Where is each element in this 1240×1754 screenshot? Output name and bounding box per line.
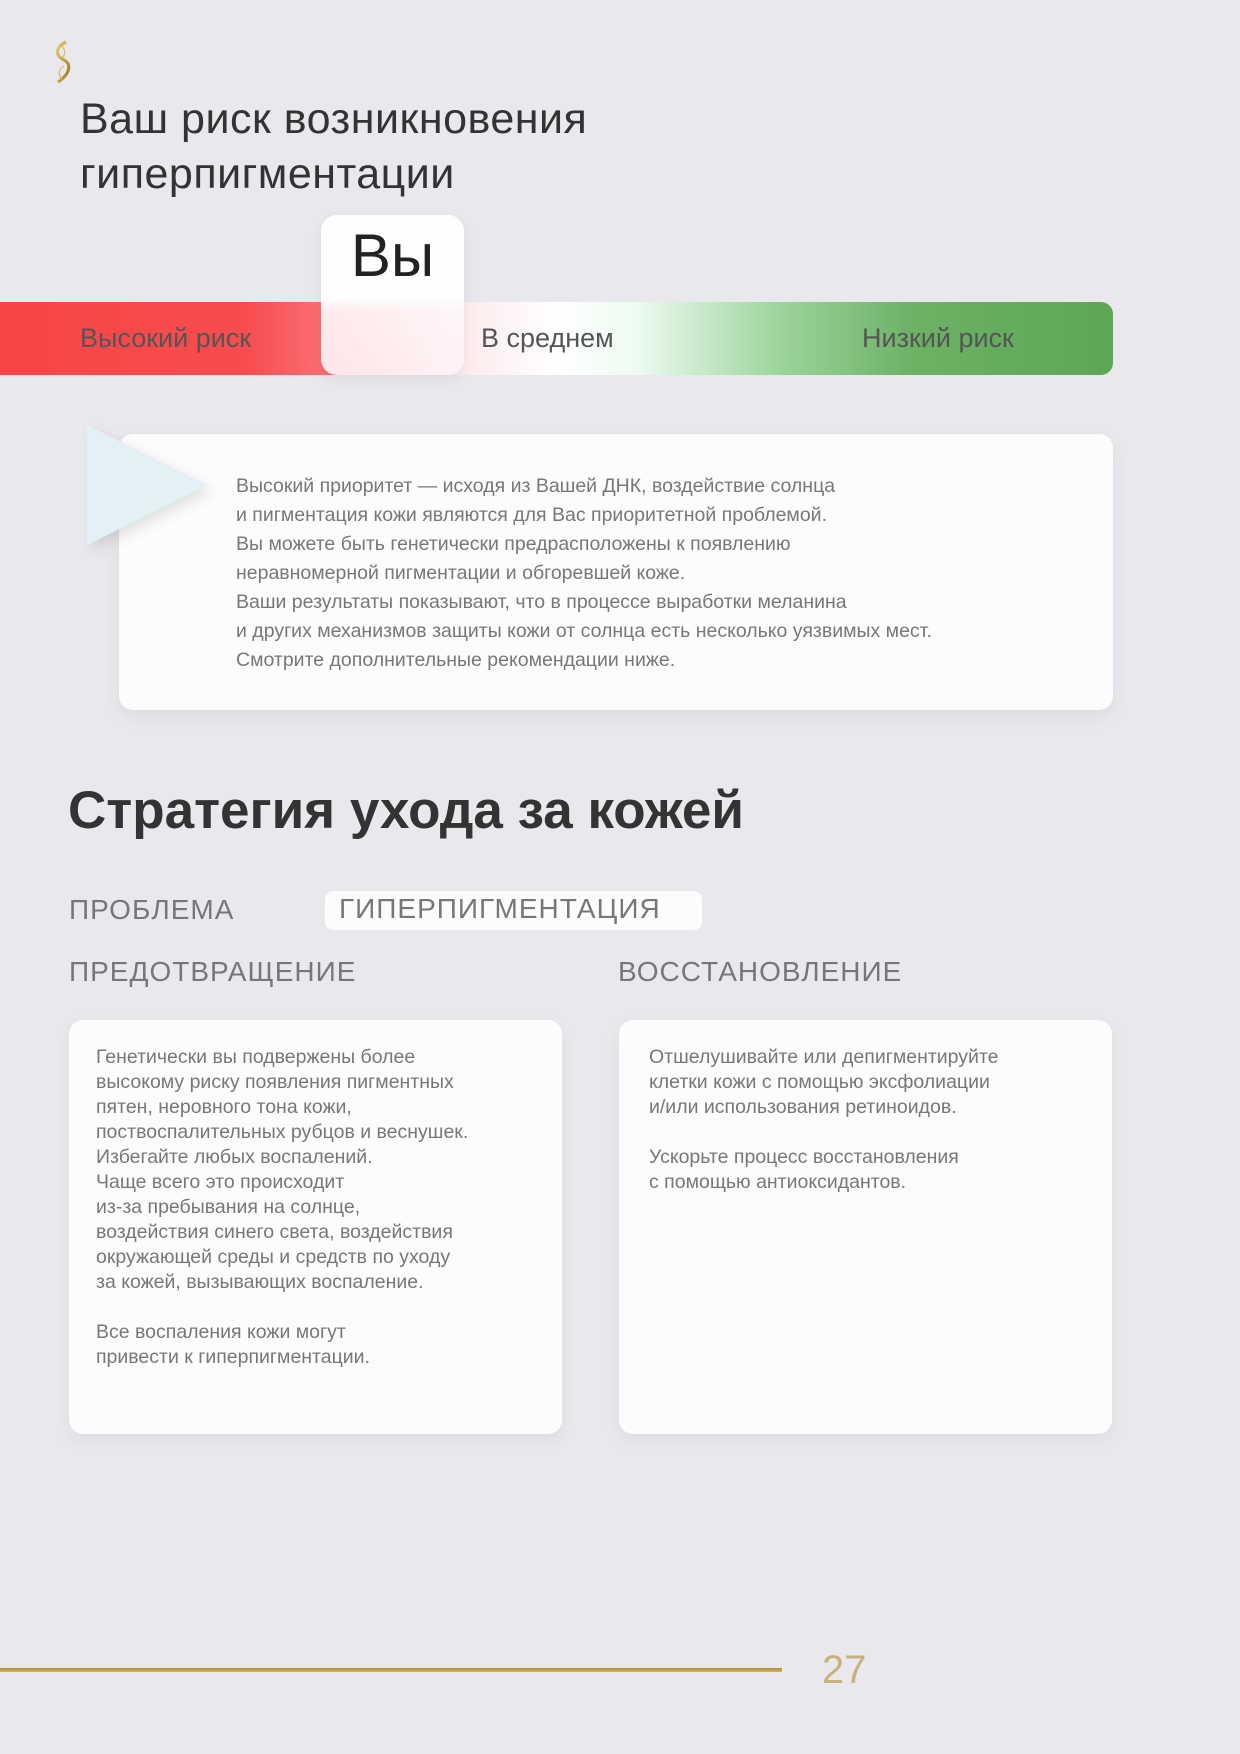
recovery-text: Отшелушивайте или депигментируйте клетки… <box>649 1045 999 1195</box>
you-marker: Вы <box>321 215 464 375</box>
info-line: Высокий приоритет — исходя из Вашей ДНК,… <box>236 475 836 497</box>
info-card-text: Высокий приоритет — исходя из Вашей ДНК,… <box>236 472 932 675</box>
info-card <box>119 434 1113 710</box>
info-line: Смотрите дополнительные рекомендации ниж… <box>236 649 676 671</box>
recovery-line <box>649 1120 999 1145</box>
recovery-line: с помощью антиоксидантов. <box>649 1171 907 1193</box>
prevention-line: высокому риску появления пигментных <box>96 1071 454 1093</box>
prevention-line: Генетически вы подвержены более <box>96 1046 416 1068</box>
title-line: Ваш риск возникновения <box>80 95 588 143</box>
recovery-line: Ускорьте процесс восстановления <box>649 1146 959 1168</box>
triangle-pointer-icon <box>87 425 207 545</box>
prevention-line: из-за пребывания на солнце, <box>96 1196 361 1218</box>
problem-value: ГИПЕРПИГМЕНТАЦИЯ <box>339 893 661 924</box>
prevention-line: окружающей среды и средств по уходу <box>96 1246 451 1268</box>
recovery-line: и/или использования ретиноидов. <box>649 1096 957 1118</box>
risk-label-low: Низкий риск <box>862 323 1014 353</box>
dna-logo-icon <box>56 40 71 84</box>
prevention-line: поствоспалительных рубцов и веснушек. <box>96 1121 469 1143</box>
prevention-line: пятен, неровного тона кожи, <box>96 1096 352 1118</box>
info-line: и других механизмов защиты кожи от солнц… <box>236 620 932 642</box>
footer-divider <box>0 1668 782 1672</box>
info-line: Ваши результаты показывают, что в процес… <box>236 591 847 613</box>
you-marker-label: Вы <box>350 222 435 289</box>
prevention-line <box>96 1295 468 1320</box>
prevention-text: Генетически вы подвержены более высокому… <box>96 1045 468 1370</box>
prevention-line: Все воспаления кожи могут <box>96 1321 346 1343</box>
risk-label-high: Высокий риск <box>80 323 252 353</box>
recovery-line: Отшелушивайте или депигментируйте <box>649 1046 999 1068</box>
strategy-heading: Стратегия ухода за кожей <box>68 781 744 840</box>
recovery-card: Отшелушивайте или депигментируйте клетки… <box>619 1020 1112 1434</box>
page-title: Ваш риск возникновения гиперпигментации <box>80 92 587 202</box>
title-line: гиперпигментации <box>80 150 455 198</box>
info-line: неравномерной пигментации и обгоревшей к… <box>236 562 686 584</box>
prevention-card: Генетически вы подвержены более высокому… <box>69 1020 562 1434</box>
info-line: Вы можете быть генетически предрасположе… <box>236 533 791 555</box>
recovery-heading: ВОССТАНОВЛЕНИЕ <box>618 956 903 987</box>
info-line: и пигментация кожи являются для Вас прио… <box>236 504 827 526</box>
prevention-line: за кожей, вызывающих воспаление. <box>96 1271 424 1293</box>
problem-label: ПРОБЛЕМА <box>69 894 235 925</box>
prevention-heading: ПРЕДОТВРАЩЕНИЕ <box>69 956 357 987</box>
prevention-line: воздействия синего света, воздействия <box>96 1221 453 1243</box>
recovery-line: клетки кожи с помощью эксфолиации <box>649 1071 990 1093</box>
risk-label-average: В среднем <box>481 323 614 353</box>
prevention-line: привести к гиперпигментации. <box>96 1346 370 1368</box>
prevention-line: Чаще всего это происходит <box>96 1171 345 1193</box>
page-number: 27 <box>822 1648 867 1692</box>
risk-gradient-bar <box>0 302 1113 375</box>
problem-badge: ГИПЕРПИГМЕНТАЦИЯ <box>325 891 702 930</box>
prevention-line: Избегайте любых воспалений. <box>96 1146 373 1168</box>
